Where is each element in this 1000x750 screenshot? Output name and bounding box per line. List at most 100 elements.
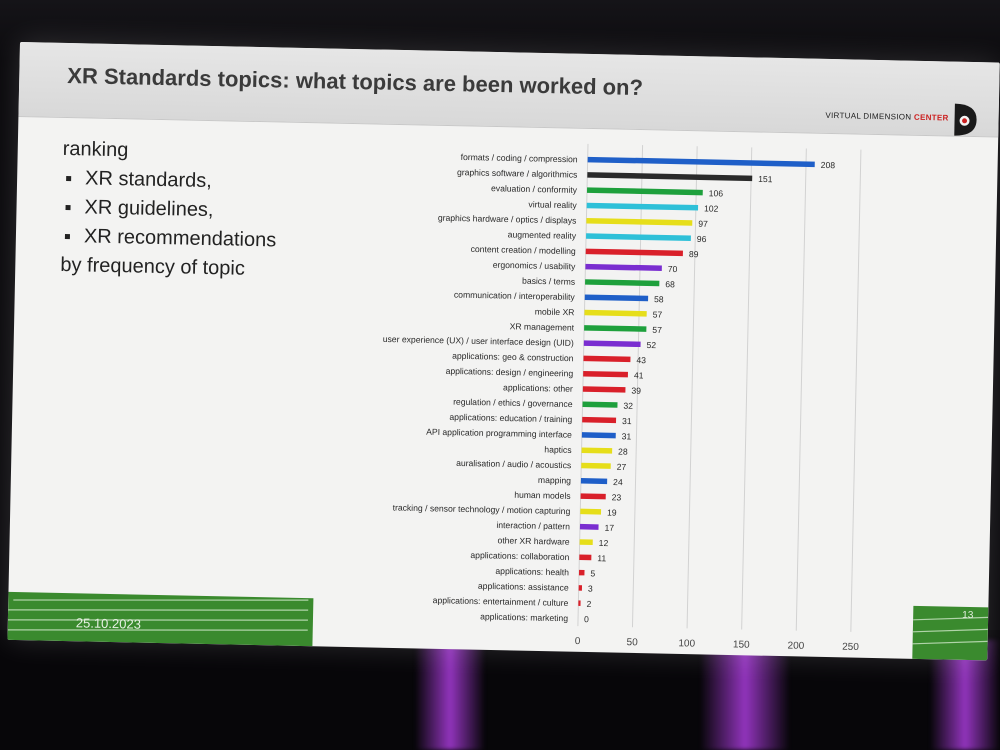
data-label: 17 xyxy=(604,523,614,533)
bar xyxy=(578,569,585,576)
category-label: applications: design / engineering xyxy=(446,366,574,379)
bar xyxy=(586,218,693,226)
footer-stripes xyxy=(912,616,989,645)
data-label: 24 xyxy=(613,477,623,487)
x-tick-label: 0 xyxy=(575,636,581,647)
gridline xyxy=(741,147,753,630)
data-label: 2 xyxy=(586,599,591,609)
bar xyxy=(579,539,593,546)
gridline xyxy=(631,145,644,628)
footer-band-left xyxy=(7,591,314,647)
category-label: mobile XR xyxy=(535,306,575,317)
data-label: 12 xyxy=(599,538,609,548)
bar xyxy=(585,279,660,287)
data-label: 11 xyxy=(597,553,606,563)
data-label: 0 xyxy=(584,614,589,624)
category-label: XR management xyxy=(510,321,575,332)
category-label: haptics xyxy=(544,444,571,455)
data-label: 58 xyxy=(654,294,664,304)
data-label: 31 xyxy=(622,416,632,426)
category-label: interaction / pattern xyxy=(496,520,570,532)
category-label: regulation / ethics / governance xyxy=(453,397,573,410)
x-tick-label: 50 xyxy=(626,637,638,648)
footer-stripes xyxy=(7,599,309,631)
data-label: 3 xyxy=(588,584,593,594)
data-label: 57 xyxy=(653,309,663,319)
data-label: 39 xyxy=(631,386,641,396)
data-label: 102 xyxy=(704,203,719,213)
bar xyxy=(584,309,647,317)
bar xyxy=(586,202,699,211)
x-tick-label: 100 xyxy=(678,638,695,649)
data-label: 97 xyxy=(698,219,708,229)
category-label: user experience (UX) / user interface de… xyxy=(383,334,574,348)
category-label: basics / terms xyxy=(522,276,575,287)
slide-date: 25.10.2023 xyxy=(75,615,142,632)
bar xyxy=(586,233,691,241)
category-label: applications: assistance xyxy=(478,581,569,593)
category-label: graphics software / algorithmics xyxy=(457,167,578,180)
category-label: human models xyxy=(514,490,571,501)
bar xyxy=(587,172,753,182)
category-label: API application programming interface xyxy=(426,427,572,440)
data-label: 32 xyxy=(623,401,633,411)
data-label: 106 xyxy=(709,188,724,198)
category-label: applications: marketing xyxy=(480,611,568,623)
bar xyxy=(585,263,662,271)
category-label: mapping xyxy=(538,475,571,486)
bar xyxy=(581,432,616,439)
category-label: applications: geo & construction xyxy=(452,351,574,364)
bar xyxy=(579,523,599,530)
data-label: 96 xyxy=(697,234,707,244)
data-label: 57 xyxy=(652,325,662,335)
x-tick-label: 200 xyxy=(787,641,804,652)
data-label: 19 xyxy=(607,507,617,517)
category-label: tracking / sensor technology / motion ca… xyxy=(393,502,571,516)
stage-light xyxy=(415,640,485,750)
category-label: content creation / modelling xyxy=(471,244,577,256)
data-label: 208 xyxy=(821,160,836,170)
bar xyxy=(578,585,583,591)
data-label: 151 xyxy=(758,174,773,184)
bar xyxy=(580,508,602,515)
bar xyxy=(580,493,606,500)
category-label: graphics hardware / optics / displays xyxy=(438,213,577,226)
gridline xyxy=(686,146,698,629)
gridline xyxy=(795,148,807,631)
bar xyxy=(579,554,592,561)
bar xyxy=(582,416,617,424)
bar xyxy=(582,401,618,408)
x-tick-label: 250 xyxy=(842,642,859,653)
footer-band-right xyxy=(912,605,989,661)
bar xyxy=(580,478,608,485)
bar xyxy=(583,340,641,348)
brand-logo-icon xyxy=(954,103,977,136)
category-label: other XR hardware xyxy=(497,535,570,547)
bar xyxy=(581,462,611,469)
data-label: 41 xyxy=(634,370,644,380)
projection-screen: XR Standards topics: what topics are bee… xyxy=(7,42,1000,661)
gridline xyxy=(577,143,589,627)
page-number: 13 xyxy=(962,609,974,622)
category-label: virtual reality xyxy=(528,199,577,210)
data-label: 5 xyxy=(590,568,595,578)
category-label: applications: health xyxy=(495,566,569,578)
category-label: evaluation / conformity xyxy=(491,183,578,195)
category-label: augmented reality xyxy=(508,229,577,240)
gridline xyxy=(850,149,862,632)
data-label: 31 xyxy=(622,431,632,441)
data-label: 27 xyxy=(617,462,627,472)
data-label: 68 xyxy=(665,279,675,289)
bar xyxy=(584,325,647,332)
category-label: applications: education / training xyxy=(449,412,572,425)
category-label: applications: collaboration xyxy=(470,550,569,562)
bar xyxy=(587,156,815,168)
category-label: ergonomics / usability xyxy=(493,260,577,272)
bar xyxy=(586,187,703,196)
bar xyxy=(582,386,626,393)
data-label: 89 xyxy=(689,249,699,259)
data-label: 52 xyxy=(646,340,656,350)
data-label: 43 xyxy=(636,355,646,365)
data-label: 23 xyxy=(612,492,622,502)
category-label: auralisation / audio / acoustics xyxy=(456,458,571,470)
